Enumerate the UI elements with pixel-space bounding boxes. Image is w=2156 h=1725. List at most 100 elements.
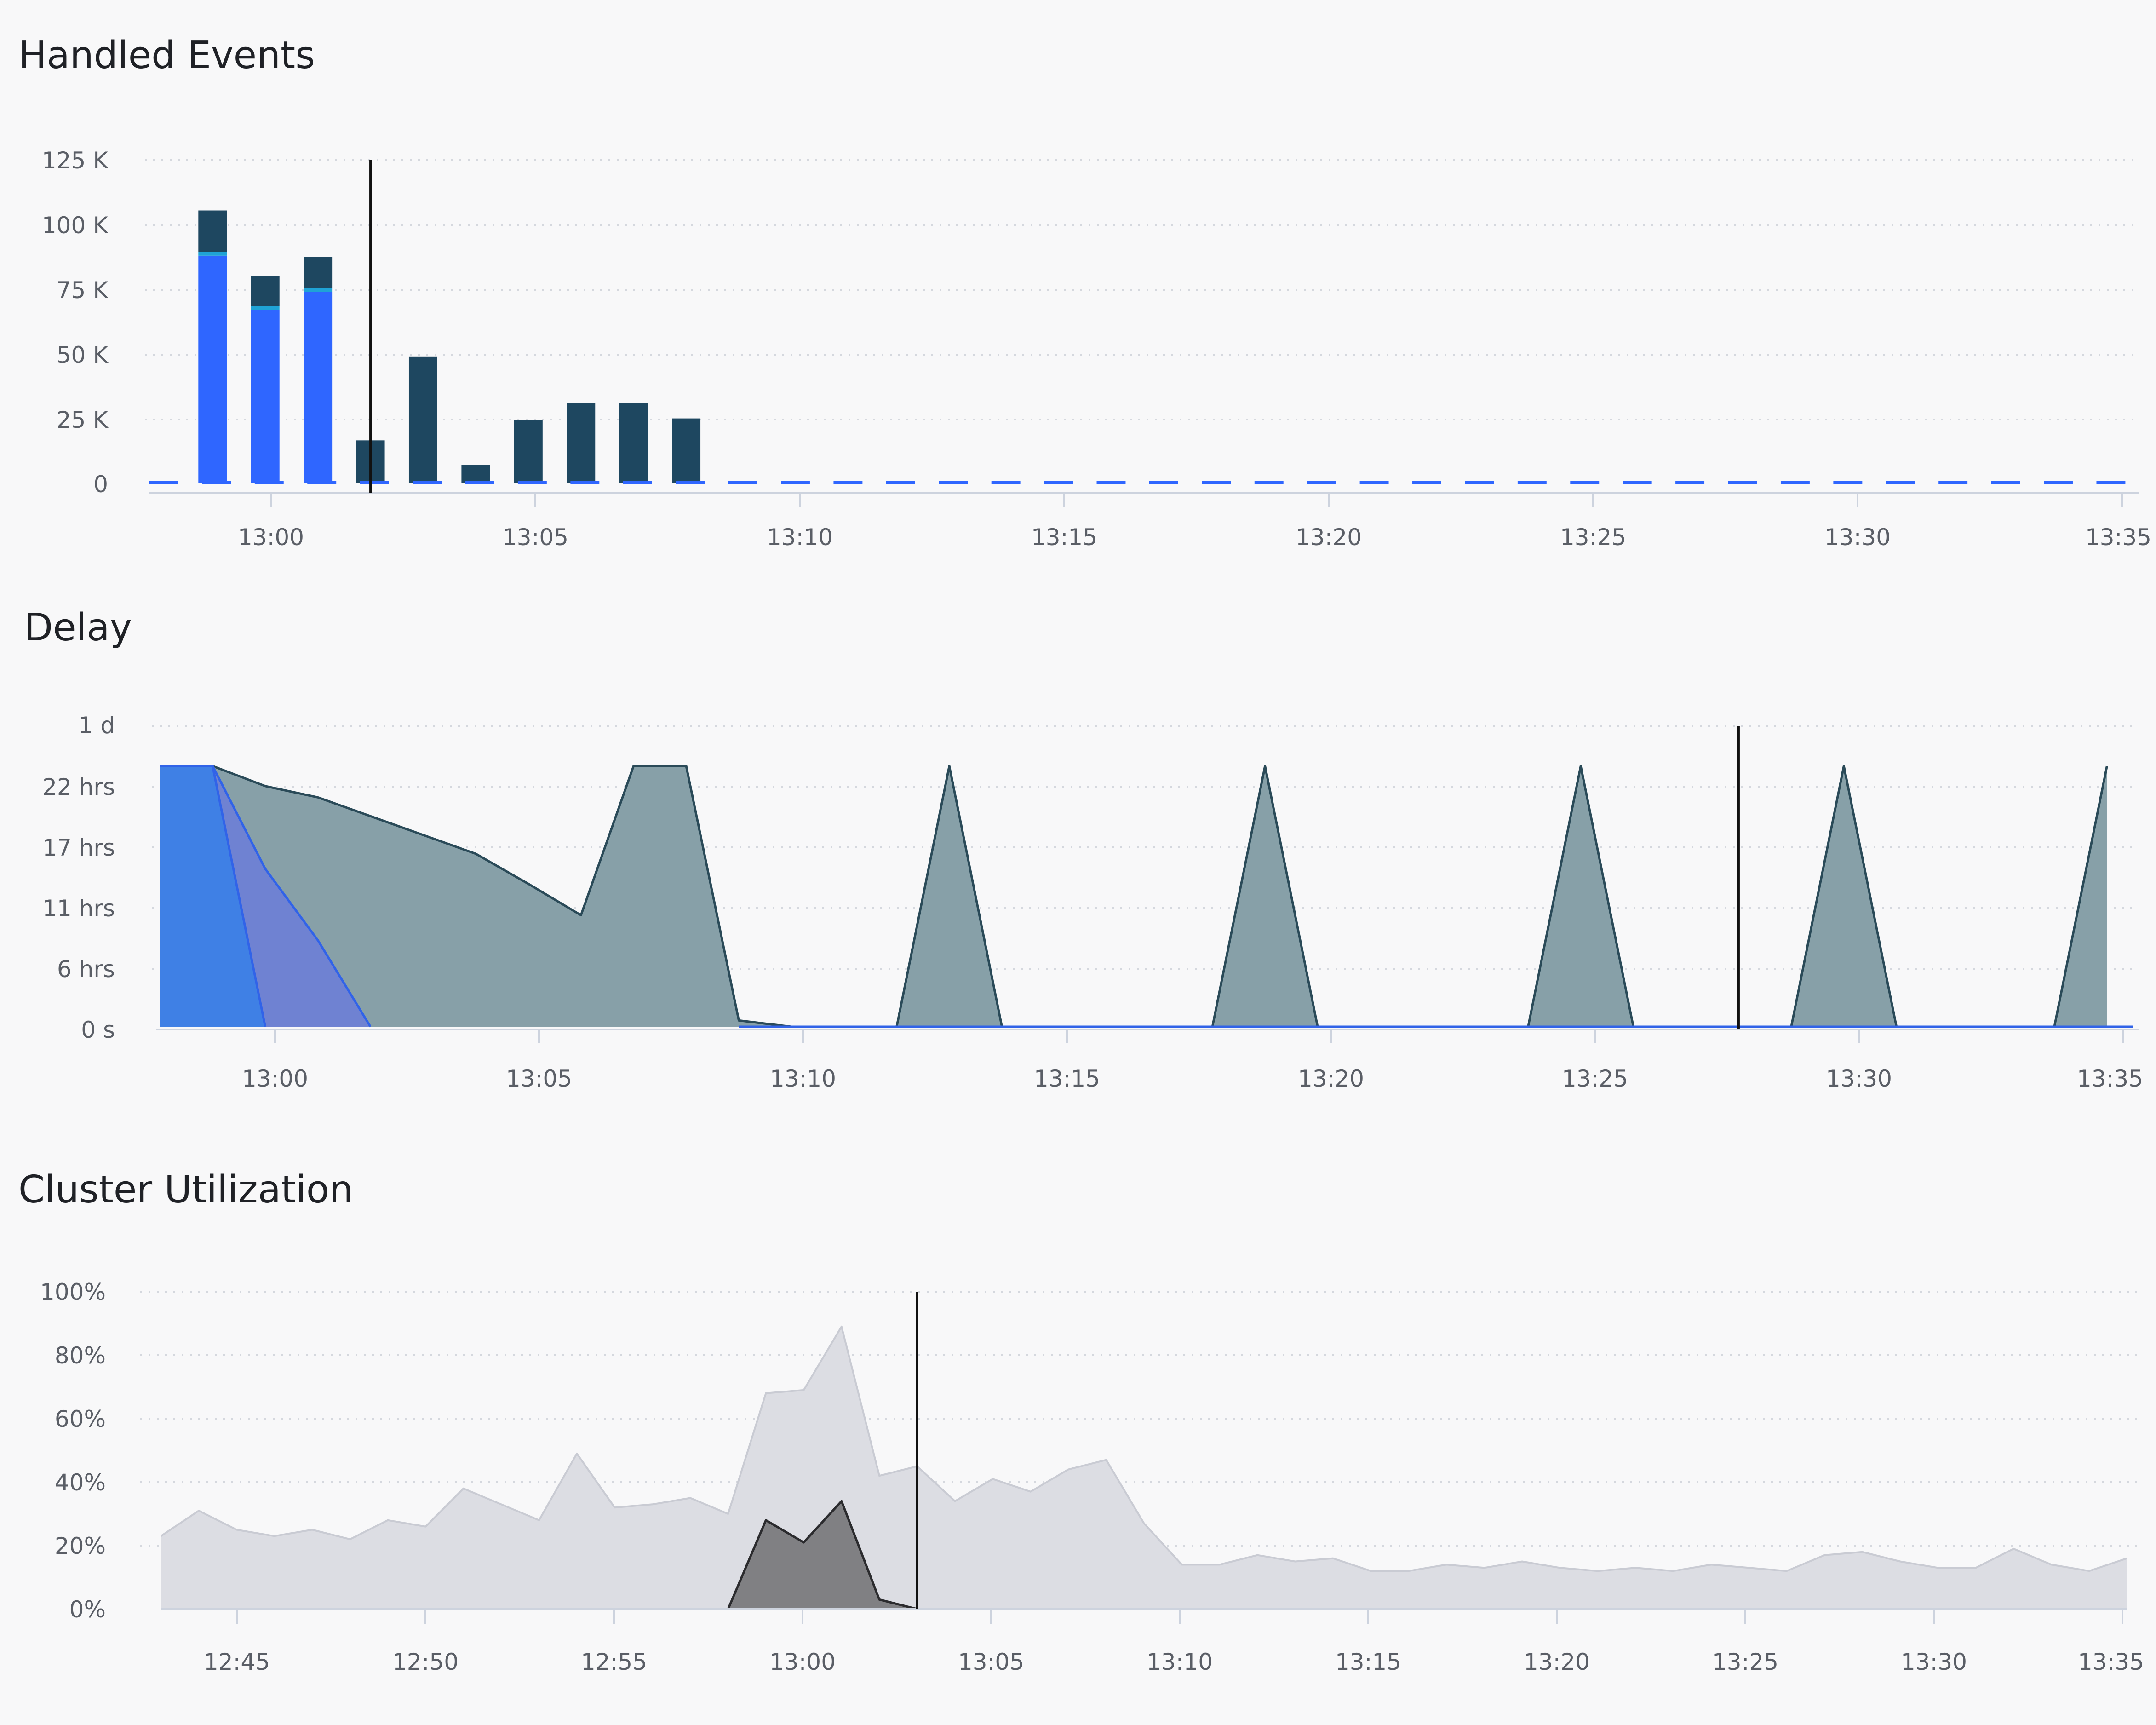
x-tick-label: 13:20 xyxy=(1298,1065,1364,1092)
utilization-area[interactable] xyxy=(161,1326,2127,1609)
handled-events-y-ticks: 125 K 100 K 75 K 50 K 25 K 0 xyxy=(42,147,109,498)
x-tick-label: 13:15 xyxy=(1031,524,1097,551)
bar-segment[interactable] xyxy=(304,292,333,483)
y-tick-label: 50 K xyxy=(57,342,109,368)
x-tick-label: 12:50 xyxy=(392,1649,459,1675)
baseline-dash xyxy=(1307,481,1336,484)
delay-line xyxy=(160,765,267,1027)
y-tick-label: 100 K xyxy=(42,212,109,239)
baseline-dash xyxy=(570,481,600,484)
bar-segment[interactable] xyxy=(672,418,701,483)
utilization-line xyxy=(160,1325,2127,1572)
delay-area[interactable] xyxy=(160,766,265,1027)
bar-segment[interactable] xyxy=(198,252,227,256)
bar-segment[interactable] xyxy=(251,310,280,483)
bar-segment[interactable] xyxy=(251,306,280,310)
x-tick-label: 13:25 xyxy=(1562,1065,1628,1092)
baseline-dash xyxy=(1623,481,1652,484)
y-tick-label: 25 K xyxy=(57,407,109,433)
cluster-utilization-x-ticks: 12:45 12:50 12:55 13:00 13:05 13:10 13:1… xyxy=(204,1609,2144,1675)
x-tick-label: 13:05 xyxy=(502,524,568,551)
baseline-dash xyxy=(1254,481,1284,484)
baseline-dash xyxy=(1780,481,1810,484)
x-tick-label: 13:10 xyxy=(767,524,833,551)
x-tick-label: 13:20 xyxy=(1296,524,1362,551)
baseline-dash xyxy=(676,481,705,484)
x-tick-label: 13:30 xyxy=(1824,524,1891,551)
baseline-dash xyxy=(1359,481,1389,484)
baseline-dash xyxy=(623,481,652,484)
x-tick-label: 13:30 xyxy=(1826,1065,1892,1092)
baseline-dash xyxy=(1412,481,1441,484)
handled-events-title: Handled Events xyxy=(18,34,315,77)
baseline-dash xyxy=(1149,481,1178,484)
x-tick-label: 13:00 xyxy=(769,1649,836,1675)
x-tick-label: 13:00 xyxy=(242,1065,308,1092)
x-tick-label: 13:15 xyxy=(1335,1649,1401,1675)
delay-y-ticks: 1 d 22 hrs 17 hrs 11 hrs 6 hrs 0 s xyxy=(42,712,115,1043)
x-tick-label: 13:15 xyxy=(1034,1065,1100,1092)
baseline-dash xyxy=(360,481,389,484)
cluster-utilization-gridlines xyxy=(140,1291,2139,1547)
delay-x-ticks: 13:00 13:05 13:10 13:15 13:20 13:25 13:3… xyxy=(242,1029,2143,1092)
x-tick-label: 13:10 xyxy=(770,1065,836,1092)
baseline-dash xyxy=(254,481,284,484)
bar-segment[interactable] xyxy=(304,288,333,292)
y-tick-label: 125 K xyxy=(42,147,109,174)
x-tick-label: 13:05 xyxy=(958,1649,1024,1675)
baseline-dash xyxy=(202,481,231,484)
x-tick-label: 13:20 xyxy=(1524,1649,1590,1675)
baseline-dash xyxy=(2096,481,2126,484)
bar-segment[interactable] xyxy=(251,276,280,306)
x-tick-label: 12:45 xyxy=(204,1649,270,1675)
handled-events-gridlines xyxy=(145,159,2139,420)
baseline-dash xyxy=(781,481,810,484)
bar-segment[interactable] xyxy=(619,402,648,483)
baseline-dash xyxy=(465,481,494,484)
handled-events-chart[interactable]: Handled Events 125 K 100 K 75 K 50 K 25 … xyxy=(18,34,2151,551)
bar-segment[interactable] xyxy=(567,402,596,483)
baseline-dash xyxy=(1465,481,1494,484)
bar-segment[interactable] xyxy=(461,465,490,483)
baseline-dash xyxy=(517,481,547,484)
delay-area[interactable] xyxy=(160,766,2107,1027)
handled-events-baseline-dashes xyxy=(149,481,2126,484)
baseline-dash xyxy=(1991,481,2020,484)
y-tick-label: 80% xyxy=(55,1342,106,1369)
delay-areas xyxy=(160,765,2133,1028)
handled-events-x-ticks: 13:00 13:05 13:10 13:15 13:20 13:25 13:3… xyxy=(238,493,2151,551)
baseline-dash xyxy=(728,481,757,484)
y-tick-label: 6 hrs xyxy=(57,956,115,983)
baseline-dash xyxy=(833,481,863,484)
y-tick-label: 20% xyxy=(55,1533,106,1559)
baseline-dash xyxy=(307,481,337,484)
baseline-dash xyxy=(991,481,1021,484)
handled-events-bars xyxy=(198,210,701,483)
bar-segment[interactable] xyxy=(304,257,333,288)
bar-segment[interactable] xyxy=(198,210,227,252)
x-tick-label: 13:05 xyxy=(506,1065,572,1092)
baseline-dash xyxy=(1728,481,1757,484)
cluster-utilization-title: Cluster Utilization xyxy=(18,1168,353,1212)
x-tick-label: 13:35 xyxy=(2078,1649,2144,1675)
cluster-utilization-chart[interactable]: Cluster Utilization 100% 80% 60% 40% 20%… xyxy=(18,1168,2144,1675)
y-tick-label: 0% xyxy=(69,1596,106,1623)
baseline-dash xyxy=(1675,481,1705,484)
baseline-dash xyxy=(149,481,178,484)
y-tick-label: 75 K xyxy=(57,277,109,304)
y-tick-label: 0 xyxy=(93,471,108,498)
x-tick-label: 13:35 xyxy=(2077,1065,2143,1092)
y-tick-label: 40% xyxy=(55,1469,106,1496)
y-tick-label: 100% xyxy=(40,1279,106,1305)
bar-segment[interactable] xyxy=(408,356,437,483)
bar-segment[interactable] xyxy=(514,420,543,483)
x-tick-label: 13:25 xyxy=(1712,1649,1778,1675)
delay-chart[interactable]: Delay 1 d 22 hrs 17 hrs 11 hrs 6 hrs 0 s xyxy=(24,606,2143,1092)
delay-title: Delay xyxy=(24,606,132,650)
baseline-dash xyxy=(1570,481,1600,484)
y-tick-label: 11 hrs xyxy=(42,895,115,922)
baseline-dash xyxy=(1833,481,1863,484)
bar-segment[interactable] xyxy=(198,255,227,483)
baseline-dash xyxy=(1096,481,1126,484)
